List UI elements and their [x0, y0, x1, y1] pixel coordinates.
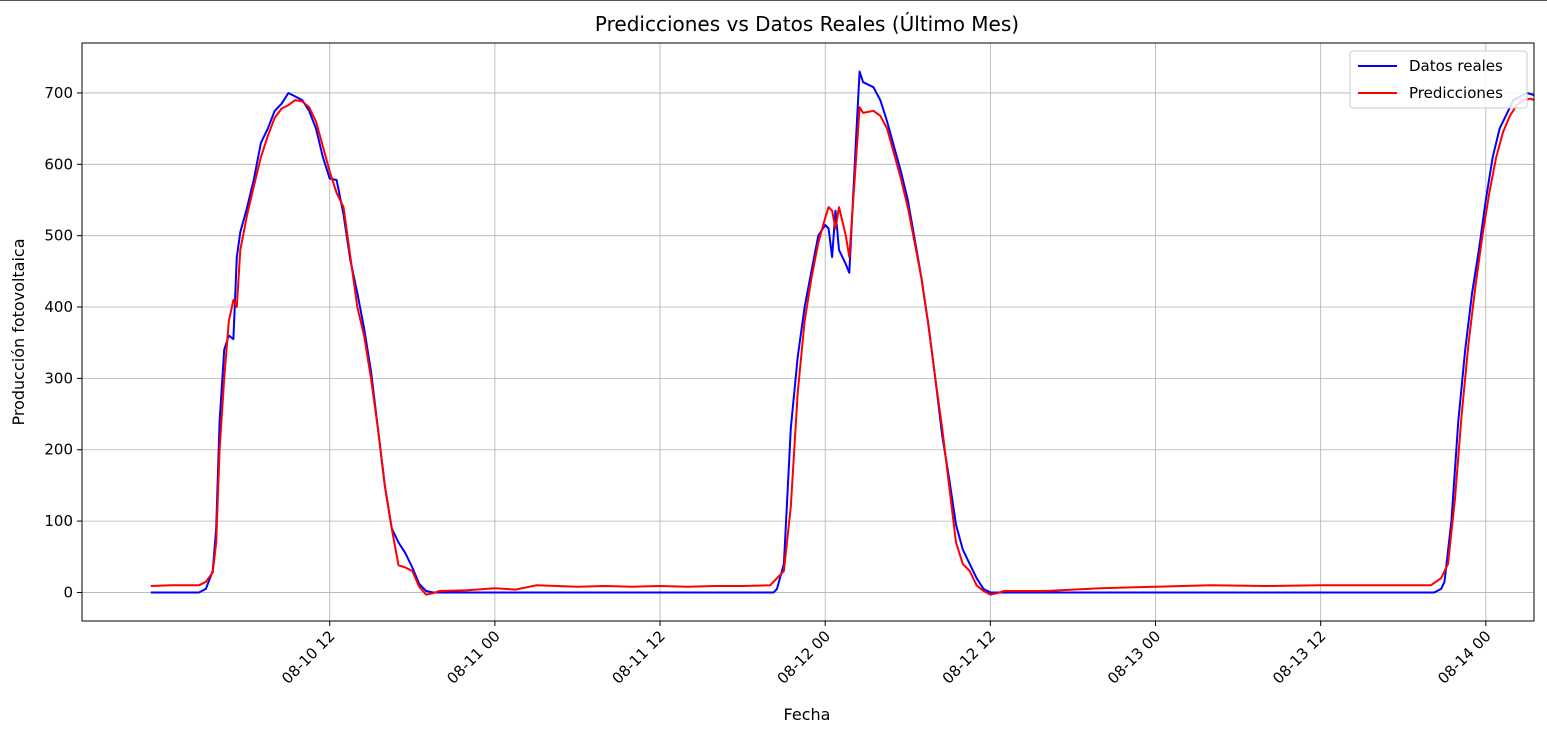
series-line-predicciones [150, 97, 1535, 596]
x-tick-label: 08-13 12 [1269, 627, 1329, 687]
top-border [0, 0, 1547, 1]
y-tick-label: 500 [44, 227, 73, 245]
x-tick-label: 08-13 00 [1104, 627, 1164, 687]
grid [82, 43, 1534, 621]
x-tick-label: 08-11 12 [608, 627, 668, 687]
y-tick-label: 100 [44, 512, 73, 530]
axis-ticks: 0 100 200 300 400 500 600 700 08-10 12 08-11 00 08… [44, 84, 1494, 688]
x-tick-label: 08-12 12 [939, 627, 999, 687]
y-tick-label: 0 [63, 583, 73, 601]
plot-frame [81, 42, 1535, 622]
legend-label: Datos reales [1409, 57, 1503, 75]
x-tick-label: 08-10 12 [278, 627, 338, 687]
x-tick-label: 08-12 00 [774, 627, 834, 687]
y-tick-label: 700 [44, 84, 73, 102]
x-axis-label: Fecha [784, 705, 831, 724]
legend: Datos reales Predicciones [1349, 50, 1528, 109]
x-tick-label: 08-11 00 [443, 627, 503, 687]
y-tick-label: 300 [44, 369, 73, 387]
chart-title: Predicciones vs Datos Reales (Último Mes… [595, 12, 1019, 36]
y-tick-label: 200 [44, 441, 73, 459]
series-group [150, 70, 1535, 596]
x-tick-label: 08-14 00 [1434, 627, 1494, 687]
legend-label: Predicciones [1409, 84, 1503, 102]
series-line-datos-reales [150, 70, 1535, 594]
y-tick-label: 600 [44, 155, 73, 173]
y-axis-label: Producción fotovoltaica [9, 238, 28, 425]
y-tick-label: 400 [44, 298, 73, 316]
